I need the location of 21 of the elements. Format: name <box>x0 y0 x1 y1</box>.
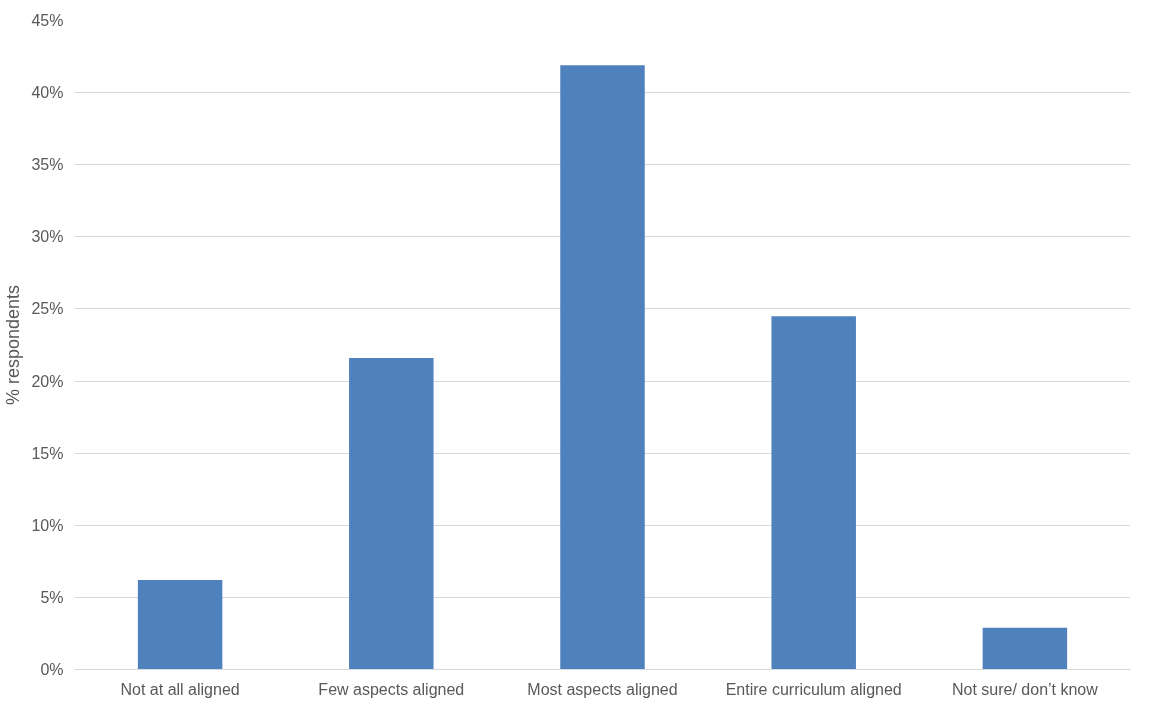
bar <box>137 580 223 670</box>
x-tick-label: Few aspects aligned <box>318 680 465 698</box>
bar <box>349 357 434 670</box>
x-tick-label: Most aspects aligned <box>527 680 678 698</box>
y-axis-title: % respondents <box>3 284 24 406</box>
y-tick-label: 35% <box>31 156 64 174</box>
y-tick-label: 20% <box>31 372 64 390</box>
bar <box>560 65 645 670</box>
y-tick-label: 0% <box>40 661 64 678</box>
y-tick-label: 10% <box>31 516 64 534</box>
y-tick-label: 5% <box>40 588 64 606</box>
y-tick-label: 15% <box>31 444 64 462</box>
bar <box>982 627 1068 670</box>
y-tick-label: 45% <box>31 12 64 29</box>
x-tick-label: Not sure/ don’t know <box>951 680 1099 698</box>
y-tick-label: 30% <box>31 228 64 246</box>
y-tick-label: 40% <box>31 84 64 102</box>
x-tick-label: Entire curriculum aligned <box>725 680 902 698</box>
y-tick-label: 25% <box>31 300 64 318</box>
bar <box>771 316 856 670</box>
x-tick-label: Not at all aligned <box>120 680 240 698</box>
